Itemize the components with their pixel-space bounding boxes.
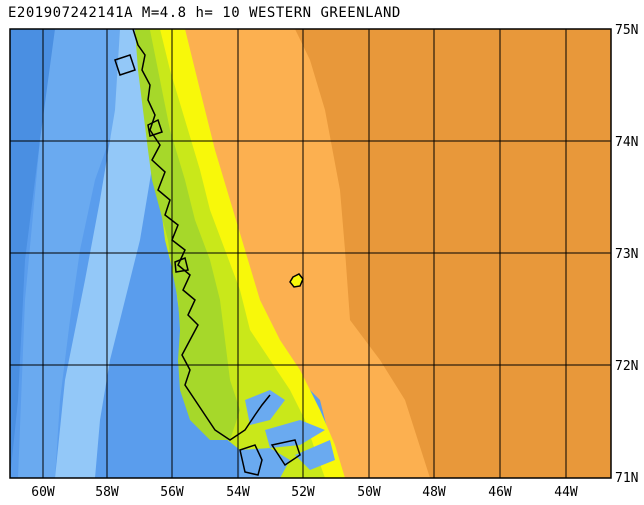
lat-label: 74N — [615, 135, 638, 150]
lat-label: 75N — [615, 23, 638, 38]
epicenter-hexagon — [289, 273, 304, 288]
longitude-labels: 60W 58W 56W 54W 52W 50W 48W 46W 44W — [31, 485, 578, 500]
latitude-labels: 75N 74N 73N 72N 71N — [615, 23, 638, 486]
coastline — [114, 29, 301, 476]
graticule — [10, 29, 611, 478]
lon-label: 54W — [226, 485, 250, 500]
lon-label: 48W — [422, 485, 446, 500]
lon-label: 60W — [31, 485, 55, 500]
lon-label: 52W — [291, 485, 315, 500]
fjord-water-3 — [240, 448, 290, 478]
lat-label: 73N — [615, 247, 638, 262]
fjord-water-2 — [265, 420, 325, 448]
lon-label: 50W — [357, 485, 381, 500]
lat-label: 71N — [615, 471, 638, 486]
map-title: E201907242141A M=4.8 h= 10 WESTERN GREEN… — [8, 5, 401, 21]
lon-label: 58W — [95, 485, 119, 500]
fjord-water-4 — [295, 440, 335, 470]
lat-label: 72N — [615, 359, 638, 374]
lon-label: 44W — [554, 485, 578, 500]
lon-label: 56W — [160, 485, 184, 500]
map-frame — [9, 28, 612, 479]
lon-label: 46W — [488, 485, 512, 500]
